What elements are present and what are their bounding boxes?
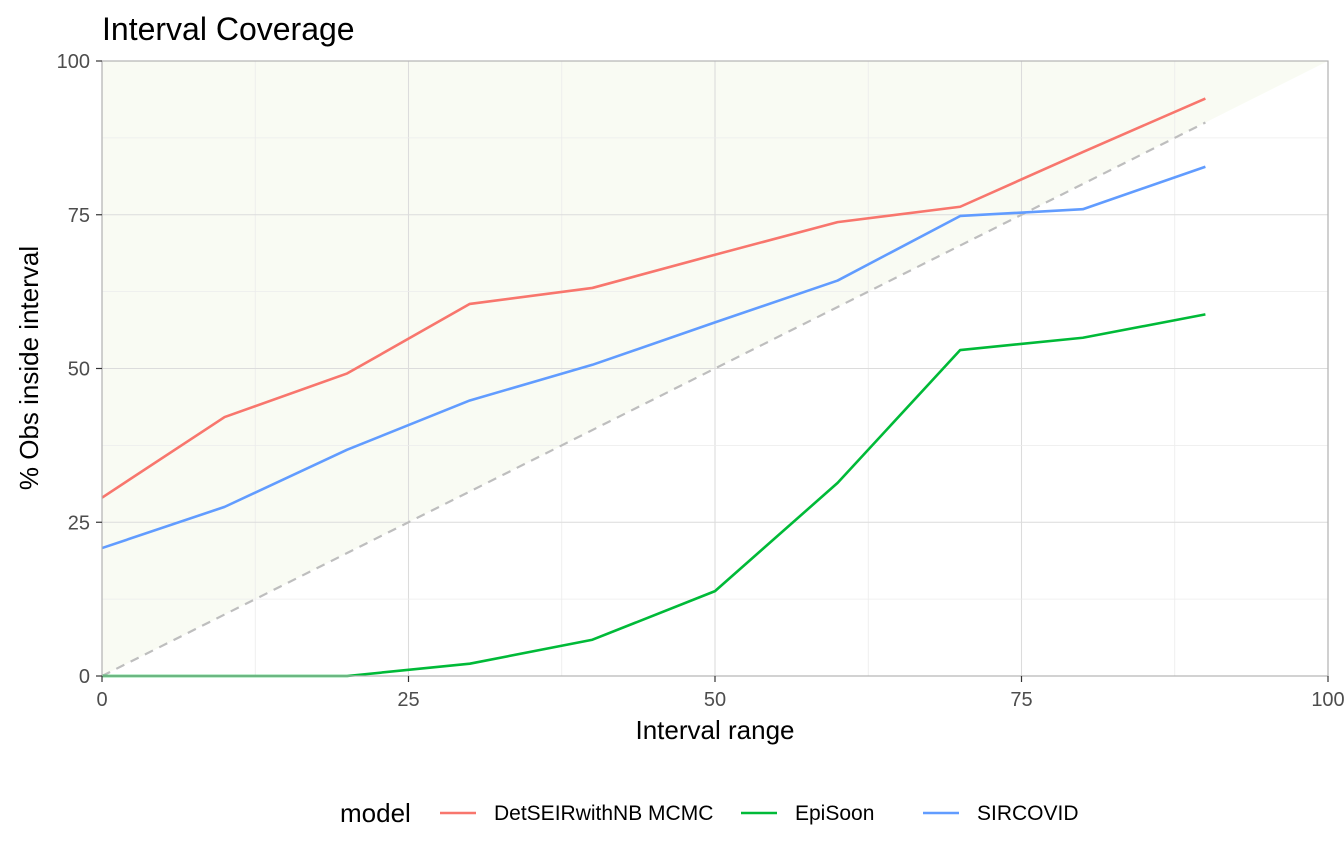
y-tick-label: 0	[79, 666, 90, 688]
series-line	[101, 165, 1206, 550]
x-axis-ticks: 0 25 50 75 100	[96, 676, 1344, 711]
series-line	[101, 97, 1206, 499]
y-axis-title: % Obs inside interval	[14, 246, 44, 490]
x-tick-label: 100	[1311, 689, 1344, 711]
chart-title: Interval Coverage	[102, 11, 355, 47]
y-tick-label: 25	[68, 512, 90, 534]
legend-label: EpiSoon	[795, 802, 874, 825]
reference-diagonal	[101, 121, 1206, 677]
y-tick-label: 100	[57, 51, 90, 73]
x-tick-label: 0	[96, 689, 107, 711]
x-tick-label: 25	[397, 689, 419, 711]
legend-label: DetSEIRwithNB MCMC	[494, 802, 713, 825]
reference-line	[101, 121, 1206, 677]
x-axis-title: Interval range	[636, 715, 795, 745]
x-tick-label: 50	[704, 689, 726, 711]
y-tick-label: 75	[68, 205, 90, 227]
x-tick-label: 75	[1010, 689, 1032, 711]
legend-label: SIRCOVID	[977, 802, 1079, 825]
legend: model DetSEIRwithNB MCMC EpiSoon SIRCOVID	[340, 798, 1079, 828]
y-axis-ticks: 0 25 50 75 100	[57, 51, 102, 688]
legend-title: model	[340, 798, 411, 828]
y-tick-label: 50	[68, 359, 90, 381]
